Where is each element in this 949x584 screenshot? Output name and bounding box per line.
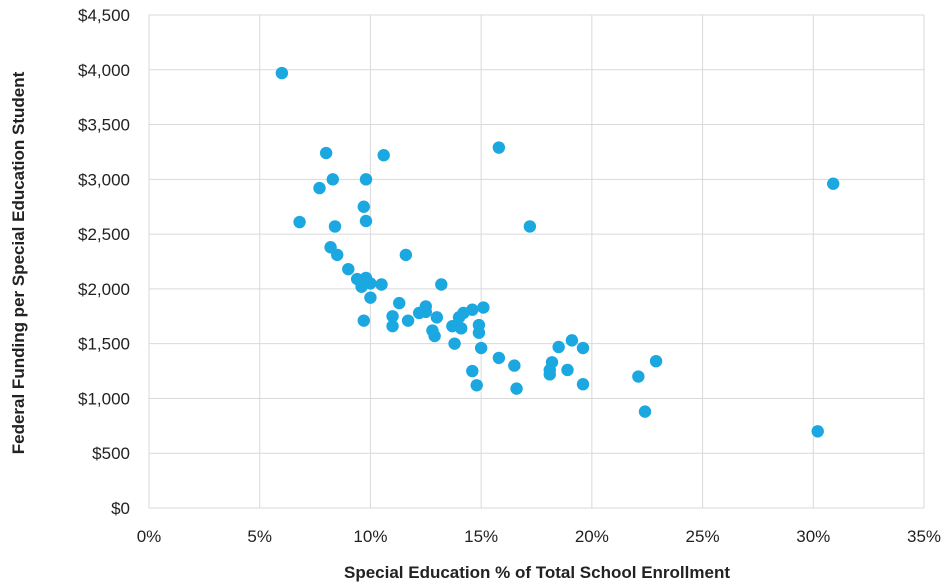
data-point [428, 329, 441, 343]
y-axis-title: Federal Funding per Special Education St… [9, 71, 28, 454]
data-point [545, 356, 559, 369]
y-tick-labels: $0 $500 $1,000 $1,500 $2,000 $2,500 $3,000 $3,5… [78, 6, 130, 518]
data-point [508, 359, 521, 372]
data-point [466, 364, 479, 378]
data-point [576, 378, 590, 391]
x-tick-label: 30% [796, 527, 830, 546]
y-tick-label: $4,000 [78, 61, 130, 80]
data-point [364, 277, 377, 290]
data-point [543, 368, 556, 381]
x-tick-label: 0% [137, 527, 162, 546]
y-tick-label: $4,500 [78, 6, 130, 25]
data-point [561, 363, 574, 377]
data-point [455, 322, 468, 335]
data-point [359, 173, 373, 186]
data-point [328, 220, 342, 233]
data-point [313, 181, 326, 195]
y-tick-label: $3,000 [78, 170, 130, 189]
data-point [470, 379, 483, 392]
data-point [364, 291, 377, 304]
x-axis-title: Special Education % of Total School Enro… [344, 563, 730, 582]
data-point [523, 220, 537, 233]
data-point [477, 301, 490, 314]
data-point [386, 310, 399, 323]
data-point [399, 248, 413, 262]
data-point [357, 314, 370, 327]
data-point [565, 334, 579, 347]
y-tick-label: $500 [92, 444, 130, 463]
data-point [319, 146, 333, 160]
x-tick-label: 35% [907, 527, 941, 546]
data-point [359, 214, 373, 228]
x-tick-label: 25% [686, 527, 720, 546]
data-point [435, 278, 448, 291]
gridlines [148, 14, 925, 509]
y-tick-label: $2,500 [78, 225, 130, 244]
data-point [827, 177, 840, 190]
data-point [448, 337, 461, 350]
data-point [552, 340, 565, 354]
data-point [401, 314, 415, 327]
data-point [430, 311, 444, 324]
data-point [357, 200, 370, 213]
data-point [811, 425, 824, 438]
data-point [326, 173, 339, 186]
y-tick-label: $1,000 [78, 389, 130, 408]
data-point [632, 370, 645, 383]
data-point [474, 341, 488, 355]
data-point [638, 405, 652, 418]
data-point [472, 326, 486, 339]
data-point [293, 215, 306, 229]
data-point [386, 319, 399, 333]
y-tick-label: $2,000 [78, 280, 130, 299]
data-point [375, 278, 388, 291]
data-point [393, 296, 406, 310]
x-tick-label: 5% [247, 527, 272, 546]
data-points [275, 66, 840, 438]
data-point [576, 341, 590, 355]
x-tick-label: 10% [353, 527, 387, 546]
x-tick-label: 20% [575, 527, 609, 546]
x-tick-labels: 0% 5% 10% 15% 20% 25% 30% 35% [137, 527, 941, 546]
data-point [275, 66, 289, 80]
data-point [510, 382, 523, 395]
data-point [419, 305, 432, 319]
data-point [466, 303, 479, 316]
data-point [342, 262, 355, 276]
data-point [377, 149, 390, 162]
data-point [331, 248, 344, 262]
y-tick-label: $3,500 [78, 116, 130, 135]
data-point [492, 351, 506, 365]
y-tick-label: $0 [111, 499, 130, 518]
data-point [492, 141, 506, 154]
x-tick-label: 15% [464, 527, 498, 546]
y-tick-label: $1,500 [78, 335, 130, 354]
data-point [649, 354, 663, 368]
